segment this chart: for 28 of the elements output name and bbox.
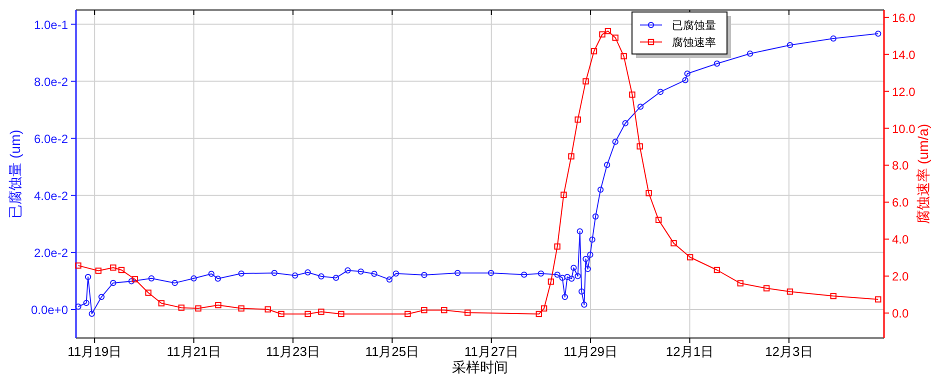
y-tick-label: 6.0e-2 (34, 132, 68, 146)
x-tick-label: 12月3日 (765, 344, 813, 359)
x-tick-label: 12月1日 (666, 344, 714, 359)
y-tick-label: 2.0e-2 (34, 246, 68, 260)
y2-tick-label: 2.0 (892, 270, 910, 284)
x-tick-label: 11月25日 (365, 344, 420, 359)
y-tick-label: 1.0e-1 (34, 18, 68, 32)
y2-tick-label: 12.0 (892, 84, 916, 99)
y2-tick-label: 16.0 (892, 10, 916, 25)
y-tick-label: 4.0e-2 (34, 188, 68, 203)
x-tick-label: 11月27日 (464, 344, 518, 359)
y2-tick-label: 6.0 (892, 196, 910, 210)
y2-tick-label: 10.0 (892, 122, 916, 136)
y2-tick-label: 4.0 (892, 232, 910, 247)
x-tick-label: 11月21日 (166, 344, 221, 359)
y2-tick-label: 0.0 (892, 306, 910, 321)
x-axis-title: 采样时间 (452, 359, 508, 375)
y2-axis-title: 腐蚀速率 (um/a) (915, 124, 931, 224)
legend-label: 腐蚀速率 (672, 36, 716, 49)
legend-label: 已腐蚀量 (672, 19, 716, 32)
x-tick-label: 11月19日 (68, 344, 122, 359)
y-tick-label: 0.0e+0 (30, 302, 68, 317)
x-tick-label: 11月23日 (266, 344, 320, 359)
x-tick-label: 11月29日 (564, 344, 618, 359)
y2-tick-label: 8.0 (892, 158, 910, 173)
y-axis-title: 已腐蚀量 (um) (7, 130, 23, 218)
y-tick-label: 8.0e-2 (34, 74, 68, 89)
y2-tick-label: 14.0 (892, 48, 916, 62)
